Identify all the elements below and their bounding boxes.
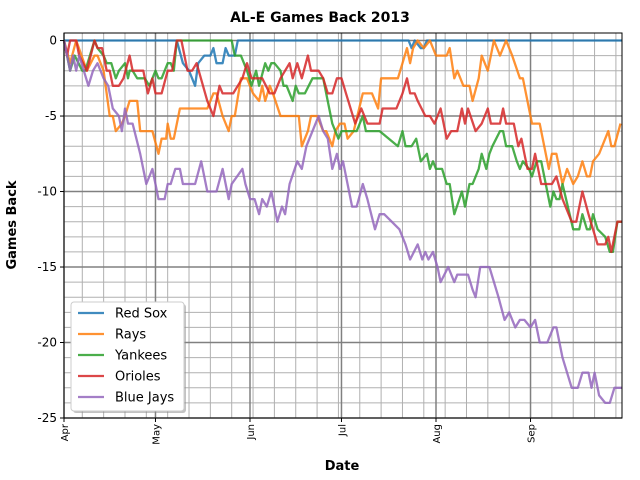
x-axis: Apr May Jun Jul Aug Sep: [60, 418, 538, 445]
legend-label: Orioles: [115, 370, 161, 385]
x-tick-label: Sep: [527, 424, 538, 443]
chart-title: AL-E Games Back 2013: [230, 10, 410, 26]
series-line-blue-jays: [62, 40, 622, 405]
legend-label: Yankees: [114, 349, 167, 364]
x-tick-label: Aug: [432, 424, 443, 444]
legend-label: Red Sox: [115, 307, 168, 322]
y-tick-label: -5: [45, 109, 57, 123]
x-tick-label: May: [151, 424, 162, 445]
legend-label: Rays: [115, 328, 146, 343]
series-line-orioles: [62, 39, 622, 254]
y-tick-label: -25: [37, 411, 57, 425]
y-tick-label: -20: [37, 336, 57, 350]
y-tick-label: -10: [37, 185, 57, 199]
y-tick-label: 0: [49, 34, 57, 48]
x-tick-label: Apr: [60, 423, 71, 441]
series-lines: [62, 39, 622, 405]
y-axis: 0 -5 -10 -15 -20 -25: [37, 34, 64, 425]
legend-box: [70, 301, 185, 412]
legend: Red Sox Rays Yankees Orioles Blue Jays: [70, 301, 186, 413]
x-tick-label: Jul: [337, 424, 348, 437]
x-axis-label: Date: [325, 459, 360, 474]
series-line-red-sox: [64, 39, 622, 87]
y-tick-label: -15: [37, 260, 57, 274]
x-tick-label: Jun: [246, 424, 257, 441]
legend-label: Blue Jays: [115, 391, 174, 406]
y-axis-label: Games Back: [5, 180, 20, 269]
plot-frame: [63, 32, 623, 419]
